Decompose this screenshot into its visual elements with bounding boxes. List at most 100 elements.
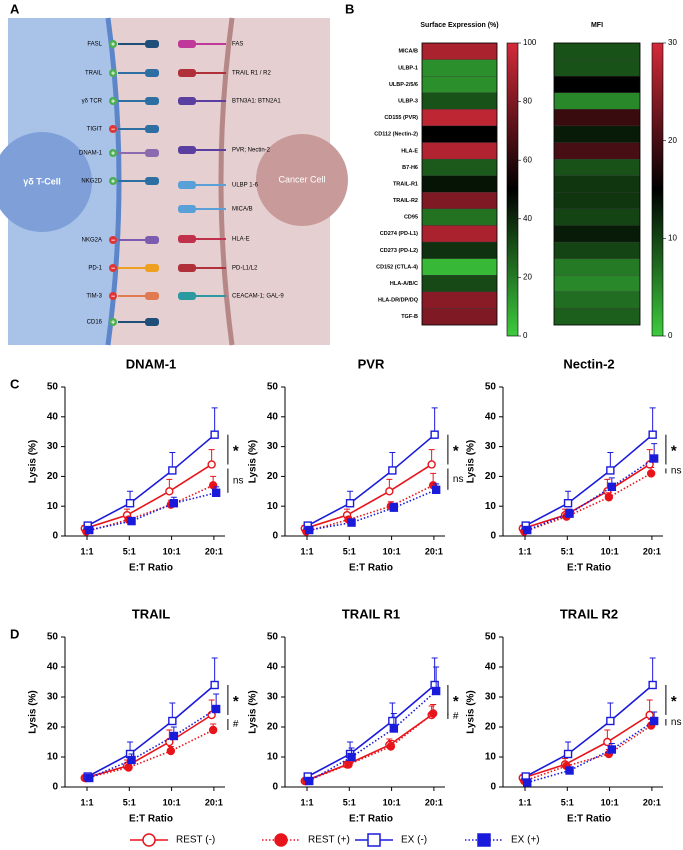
x-tick-label: 5:1 — [123, 546, 136, 556]
ligand-head — [178, 97, 196, 105]
series-line — [527, 720, 655, 784]
significance-label: ns — [671, 466, 682, 477]
marker — [208, 481, 218, 490]
heatmap-cell — [421, 291, 498, 309]
marker — [127, 516, 136, 526]
receptor-head — [145, 69, 159, 77]
row-label: HLA-DR/DP/DQ — [378, 298, 419, 304]
legend-marker — [367, 833, 381, 847]
y-tick-label: 30 — [267, 692, 279, 703]
heatmap-cell — [421, 258, 498, 276]
marker — [165, 737, 174, 747]
sign-badge — [109, 292, 117, 300]
colorbar-tick-label: 10 — [668, 233, 677, 242]
x-tick-label: 20:1 — [205, 797, 223, 807]
heatmap-cell — [553, 42, 641, 60]
ligand-head — [178, 181, 196, 189]
chart-title: PVR — [358, 356, 385, 371]
y-axis-label: Lysis (%) — [28, 690, 39, 734]
ligand-head — [178, 205, 196, 213]
error-bar — [211, 657, 218, 685]
series-line — [309, 489, 437, 531]
y-tick-label: 0 — [272, 782, 278, 793]
heatmap-cell — [553, 142, 641, 160]
series-line — [88, 708, 217, 779]
cell-label: Cancer Cell — [278, 174, 325, 184]
marker — [645, 710, 654, 720]
y-tick-label: 40 — [267, 662, 279, 673]
x-tick-label: 1:1 — [80, 797, 93, 807]
x-tick-label: 20:1 — [643, 797, 661, 807]
x-tick-label: 20:1 — [425, 797, 443, 807]
marker — [347, 752, 356, 762]
marker — [606, 716, 615, 726]
sign: + — [111, 98, 115, 105]
error-bar — [431, 407, 438, 435]
y-axis-label: Lysis (%) — [28, 440, 39, 484]
marker — [124, 763, 133, 772]
heatmap-cell — [553, 158, 641, 176]
sign: + — [111, 41, 115, 48]
marker — [607, 745, 617, 754]
panel-label: D — [10, 626, 19, 641]
x-tick-label: 20:1 — [205, 546, 223, 556]
heatmap-cell — [421, 275, 498, 292]
receptor-head — [145, 318, 159, 326]
sign-badge — [109, 40, 117, 48]
series-line — [308, 690, 437, 782]
sign: + — [111, 70, 115, 77]
x-tick-label: 10:1 — [383, 546, 401, 556]
cell-label: γδ T-Cell — [23, 176, 60, 186]
heatmap-cell — [553, 192, 641, 210]
heatmap-cell — [421, 92, 498, 110]
ligand-label: BTN3A1: BTN2A1 — [232, 99, 281, 105]
receptor-head — [145, 236, 159, 244]
chart-title: TRAIL R1 — [342, 606, 400, 621]
heatmap-cell — [421, 241, 498, 259]
heatmap-title: MFI — [591, 22, 603, 29]
y-tick-label: 30 — [485, 692, 497, 703]
y-tick-label: 50 — [485, 632, 497, 643]
row-label: TGF-B — [401, 314, 418, 320]
y-tick-label: 20 — [485, 471, 497, 482]
colorbar-tick-label: 60 — [523, 155, 532, 164]
y-tick-label: 40 — [47, 662, 59, 673]
y-tick-label: 40 — [485, 662, 497, 673]
marker — [389, 724, 399, 733]
x-tick-label: 10:1 — [163, 797, 181, 807]
marker — [565, 766, 574, 775]
y-tick-label: 20 — [47, 471, 59, 482]
y-tick-label: 30 — [47, 692, 59, 703]
ligand-label: FAS — [232, 42, 243, 48]
chart-title: TRAIL R2 — [560, 606, 618, 621]
series-line — [86, 484, 214, 533]
row-label: CD152 (CTLA-4) — [376, 264, 418, 270]
marker — [211, 488, 221, 497]
significance-label: ns — [233, 475, 244, 486]
y-axis-label: Lysis (%) — [466, 690, 477, 734]
row-label: CD273 (PD-L2) — [380, 248, 418, 254]
x-tick-label: 5:1 — [561, 546, 574, 556]
heatmap-cell — [421, 208, 498, 226]
sign-badge — [109, 69, 117, 77]
colorbar — [506, 42, 519, 337]
receptor-head — [145, 177, 159, 185]
series-line — [523, 472, 652, 533]
heatmap-cell — [421, 158, 498, 176]
row-label: CD112 (Nectin-2) — [374, 132, 418, 138]
significance-label: * — [671, 693, 677, 710]
marker — [606, 466, 615, 475]
colorbar-tick-label: 100 — [523, 38, 537, 47]
line-chart: TRAIL R1 0 10 20 30 40 50 1:1 5:1 10:1 20:1 E:T Rat… — [248, 606, 459, 824]
series-line — [89, 492, 217, 531]
row-label: HLA-E — [401, 148, 418, 154]
heatmap-cell — [553, 175, 641, 193]
heatmap-cell — [553, 208, 641, 226]
sign: − — [111, 265, 115, 272]
significance-label: * — [453, 693, 459, 710]
ligand-label: PD-L1/L2 — [232, 266, 258, 272]
receptor-label: γδ TCR — [82, 99, 103, 105]
heatmap-cell — [553, 275, 641, 292]
marker — [207, 460, 216, 469]
